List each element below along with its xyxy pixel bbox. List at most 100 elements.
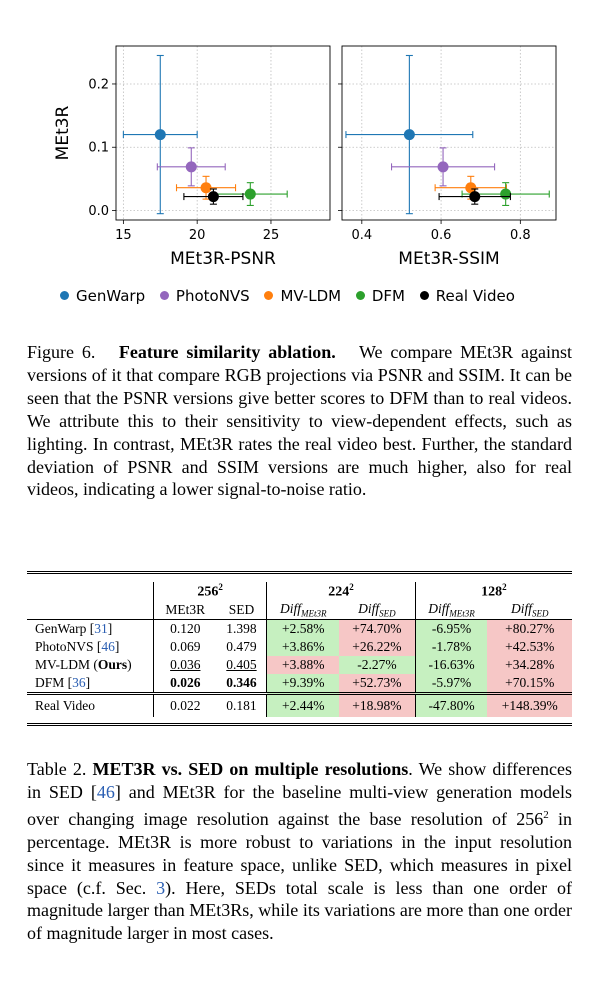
- table-row: PhotoNVS [46] 0.069 0.479 +3.86% +26.22%…: [27, 637, 572, 656]
- table-header-row: [27, 572, 572, 583]
- diff-value: +18.98%: [339, 693, 416, 717]
- x-tick-label: 0.6: [431, 228, 452, 243]
- diff-value: -5.97%: [414, 673, 488, 694]
- legend-label: PhotoNVS: [175, 286, 250, 305]
- x-tick-label: 25: [263, 228, 280, 243]
- col-met3r: MEt3R: [152, 600, 217, 620]
- model-name: PhotoNVS [46]: [35, 638, 120, 654]
- data-point: [469, 191, 481, 203]
- diff-value: +3.86%: [266, 637, 340, 656]
- plot-frame: [115, 45, 331, 221]
- res-header-256: 2562: [152, 582, 267, 601]
- model-name: DFM [36]: [35, 674, 91, 690]
- diff-value: -16.63%: [414, 655, 488, 674]
- x-tick-label: 0.8: [510, 228, 531, 243]
- x-axis-label: MEt3R-PSNR: [170, 249, 276, 269]
- met3r-value: 0.022: [152, 693, 217, 717]
- col-diff-met3r-224: DiffMEt3R: [266, 600, 340, 620]
- table-bottom-rule: [27, 717, 572, 725]
- y-tick-label: 0.1: [88, 141, 109, 156]
- model-name: Real Video: [35, 697, 96, 713]
- figure-caption-title: Feature similarity ablation.: [118, 342, 336, 362]
- figure-legend: GenWarp PhotoNVS MV-LDM DFM Real Video: [60, 286, 550, 305]
- data-point: [500, 188, 512, 200]
- col-sed: SED: [228, 601, 255, 617]
- legend-item-photonvs: PhotoNVS: [159, 286, 250, 305]
- y-tick-label: 0.2: [88, 77, 109, 92]
- data-point: [200, 182, 212, 194]
- data-point: [207, 191, 219, 203]
- model-name: GenWarp [31]: [35, 620, 113, 636]
- table-row: MV-LDM (Ours) 0.036 0.405 +3.88% -2.27% …: [27, 655, 572, 674]
- table-caption: Table 2. MET3R vs. SED on multiple resol…: [27, 759, 573, 944]
- diff-value: +26.22%: [339, 637, 416, 656]
- diff-value: -2.27%: [339, 655, 416, 674]
- legend-marker: [355, 291, 365, 300]
- figure-caption-text: We compare MEt3R against versions of it …: [27, 342, 572, 500]
- model-name: MV-LDM (Ours): [35, 656, 132, 672]
- res-header-224: 2242: [266, 582, 416, 601]
- diff-value: +52.73%: [339, 673, 416, 694]
- legend-item-real-video: Real Video: [419, 286, 515, 305]
- y-tick-label: 0.0: [88, 204, 109, 219]
- diff-value: +42.53%: [487, 637, 572, 656]
- data-point: [437, 161, 449, 173]
- col-diff-sed-128: DiffSED: [510, 600, 549, 619]
- legend-marker: [264, 291, 274, 300]
- table-header-row: 2562 2242 1282: [27, 582, 572, 601]
- x-axis-label: MEt3R-SSIM: [398, 249, 499, 269]
- legend-label: DFM: [371, 286, 405, 305]
- sed-value: 0.181: [226, 697, 257, 713]
- sed-value: 0.405: [226, 656, 257, 672]
- x-tick-label: 20: [189, 228, 206, 243]
- met3r-value: 0.120: [152, 619, 217, 638]
- met3r-value: 0.069: [152, 637, 217, 656]
- diff-value: -1.78%: [414, 637, 488, 656]
- y-axis-label: MEt3R: [53, 105, 73, 160]
- data-point: [154, 129, 166, 141]
- diff-value: -47.80%: [414, 693, 488, 717]
- legend-label: Real Video: [435, 286, 515, 305]
- figure-caption: Figure 6. Feature similarity ablation. W…: [27, 341, 572, 501]
- diff-value: -6.95%: [414, 619, 488, 638]
- diff-value: +3.88%: [266, 655, 340, 674]
- diff-value: +70.15%: [487, 673, 572, 694]
- data-point: [244, 188, 256, 200]
- ablation-figure: 15 20 25 0.0 0.1 0.2 MEt3R-PSNR MEt3R 0.4 0.6 0.8 M…: [40, 38, 560, 313]
- diff-value: +74.70%: [339, 619, 416, 638]
- results-table-wrap: 2562 2242 1282 MEt3R SED DiffMEt3R DiffS…: [27, 571, 572, 726]
- plot-frame: [341, 45, 557, 221]
- legend-marker: [419, 291, 429, 300]
- res-header-128: 1282: [414, 582, 572, 601]
- sed-value: 0.479: [226, 638, 257, 654]
- x-tick-label: 0.4: [351, 228, 372, 243]
- table-row: GenWarp [31] 0.120 1.398 +2.58% +74.70% …: [27, 619, 572, 638]
- diff-value: +80.27%: [487, 619, 572, 638]
- table-row: DFM [36] 0.026 0.346 +9.39% +52.73% -5.9…: [27, 673, 572, 694]
- diff-value: +2.58%: [266, 619, 340, 638]
- sed-value: 1.398: [226, 620, 257, 636]
- met3r-value: 0.026: [152, 673, 217, 694]
- diff-value: +9.39%: [266, 673, 340, 694]
- legend-label: MV-LDM: [280, 286, 342, 305]
- figure-number: Figure 6.: [27, 342, 96, 362]
- col-diff-met3r-128: DiffMEt3R: [414, 600, 488, 620]
- diff-value: +2.44%: [266, 693, 340, 717]
- met3r-value: 0.036: [152, 655, 217, 674]
- table-number: Table 2.: [27, 759, 87, 779]
- ablation-plots: 15 20 25 0.0 0.1 0.2 MEt3R-PSNR MEt3R 0.4 0.6 0.8 M…: [53, 45, 557, 269]
- results-table: 2562 2242 1282 MEt3R SED DiffMEt3R DiffS…: [27, 571, 572, 726]
- table-subheader-row: MEt3R SED DiffMEt3R DiffSED DiffMEt3R Di…: [27, 600, 572, 620]
- data-point: [403, 129, 415, 141]
- legend-marker: [159, 291, 169, 300]
- legend-item-mvldm: MV-LDM: [264, 287, 341, 305]
- table-row-real-video: Real Video 0.022 0.181 +2.44% +18.98% -4…: [27, 693, 572, 717]
- legend-label: GenWarp: [76, 286, 146, 305]
- col-diff-sed-224: DiffSED: [358, 600, 396, 619]
- table-caption-title: MET3R vs. SED on multiple resolutions: [92, 759, 409, 779]
- data-point: [185, 161, 197, 173]
- sed-value: 0.346: [226, 674, 257, 690]
- diff-value: +34.28%: [487, 655, 572, 674]
- data-point: [465, 182, 477, 194]
- legend-item-dfm: DFM: [355, 286, 405, 305]
